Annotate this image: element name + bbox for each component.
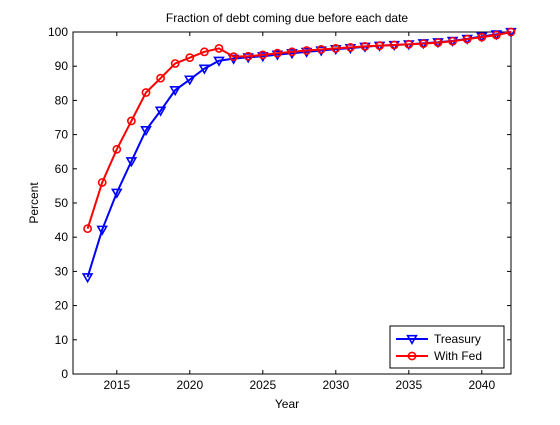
series-with-fed — [83, 27, 516, 234]
data-point-with-fed — [316, 45, 326, 54]
data-point-with-fed — [491, 30, 501, 40]
data-point-treasury — [344, 43, 357, 55]
data-point-with-fed — [345, 42, 355, 52]
data-point-with-fed — [229, 52, 238, 62]
y-tick-label: 10 — [55, 333, 69, 347]
data-point-with-fed — [287, 47, 297, 57]
data-point-treasury — [184, 75, 196, 86]
data-point-with-fed — [112, 144, 122, 154]
x-tick-label: 2030 — [322, 378, 349, 392]
legend-swatch-marker — [406, 334, 418, 346]
data-point-with-fed — [389, 40, 399, 50]
legend-item-with-fed: With Fed — [396, 349, 482, 363]
data-point-with-fed — [97, 178, 107, 187]
data-point-with-fed — [243, 51, 253, 61]
data-point-treasury — [198, 64, 211, 75]
axes: 2015 2020 2025 2030 2035 20400102030405060708… — [48, 25, 512, 392]
data-point-with-fed — [331, 44, 341, 53]
data-point-treasury — [300, 47, 313, 58]
y-tick-label: 40 — [55, 230, 69, 244]
y-tick-label: 100 — [48, 25, 68, 39]
data-point-treasury — [271, 50, 284, 61]
data-point-treasury — [257, 52, 269, 63]
data-point-with-fed — [360, 41, 370, 51]
data-point-with-fed — [83, 224, 92, 234]
y-tick-label: 90 — [55, 59, 69, 73]
data-point-with-fed — [185, 53, 195, 63]
legend-item-treasury: Treasury — [396, 332, 481, 346]
chart-title: Fraction of debt coming due before each … — [166, 11, 408, 25]
data-point-with-fed — [199, 47, 209, 57]
data-point-with-fed — [156, 73, 165, 83]
series-treasury — [81, 27, 517, 284]
y-tick-label: 20 — [55, 299, 69, 313]
legend-swatch-marker — [407, 351, 417, 361]
data-point-treasury — [330, 44, 342, 56]
y-tick-label: 0 — [61, 367, 68, 381]
data-point-with-fed — [214, 44, 224, 53]
y-tick-label: 50 — [55, 196, 69, 210]
legend-label: Treasury — [434, 332, 481, 346]
x-tick-label: 2040 — [468, 378, 495, 392]
data-point-with-fed — [433, 38, 443, 48]
data-point-with-fed — [462, 34, 472, 44]
data-point-treasury — [111, 188, 123, 199]
legend-box — [389, 325, 505, 369]
series-layer — [81, 27, 517, 284]
data-point-treasury — [169, 86, 181, 97]
series-line-treasury — [86, 31, 512, 278]
data-point-with-fed — [302, 46, 311, 55]
data-point-treasury — [81, 273, 94, 284]
data-point-with-fed — [258, 50, 268, 60]
data-point-with-fed — [477, 32, 487, 42]
data-point-with-fed — [126, 116, 136, 126]
data-point-with-fed — [170, 59, 180, 68]
x-tick-label: 2025 — [249, 378, 276, 392]
y-tick-label: 70 — [55, 128, 69, 142]
data-point-with-fed — [418, 39, 428, 49]
data-point-with-fed — [375, 41, 384, 51]
data-point-with-fed — [506, 27, 516, 37]
data-point-treasury — [125, 157, 138, 168]
series-line-with-fed — [86, 31, 512, 229]
data-point-with-fed — [141, 88, 151, 97]
y-tick-label: 30 — [55, 264, 69, 278]
data-point-treasury — [315, 46, 327, 57]
data-point-treasury — [154, 106, 167, 117]
x-tick-label: 2015 — [103, 378, 130, 392]
data-point-treasury — [242, 53, 254, 64]
y-tick-label: 80 — [55, 93, 69, 107]
legend-label: With Fed — [434, 349, 482, 363]
data-point-with-fed — [448, 36, 457, 46]
data-point-with-fed — [272, 48, 282, 58]
y-tick-label: 60 — [55, 162, 69, 176]
data-point-treasury — [213, 56, 225, 67]
legend: Treasury With Fed — [389, 325, 505, 369]
data-point-with-fed — [404, 39, 414, 49]
x-axis-label: Year — [275, 397, 299, 411]
data-point-treasury — [286, 49, 298, 60]
plot-frame — [72, 31, 512, 375]
x-tick-label: 2020 — [176, 378, 203, 392]
data-point-treasury — [96, 225, 108, 236]
x-tick-label: 2035 — [395, 378, 422, 392]
y-axis-label: Percent — [27, 182, 41, 224]
data-point-treasury — [140, 126, 152, 137]
